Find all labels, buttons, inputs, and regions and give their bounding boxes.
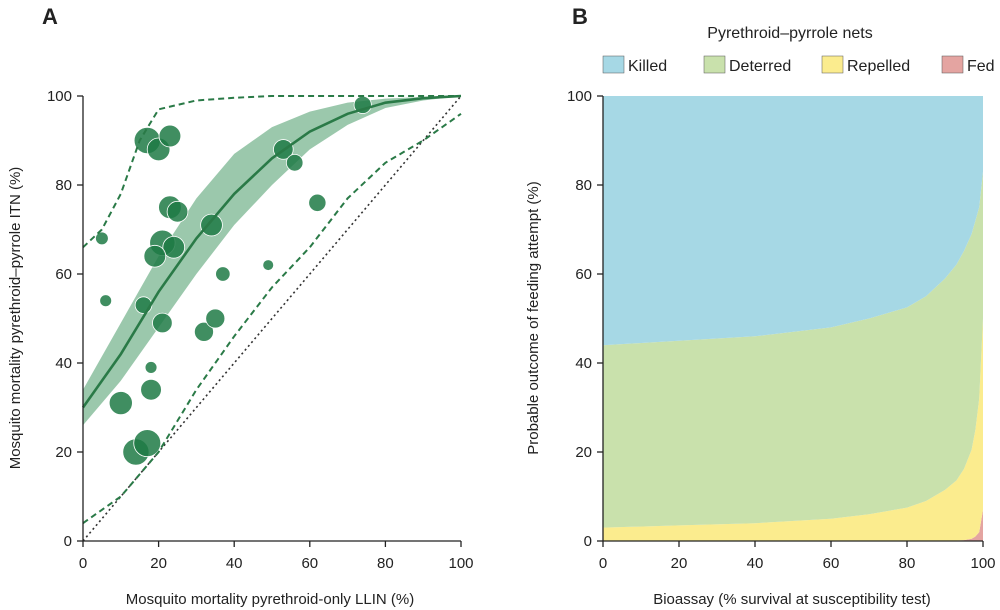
data-point bbox=[152, 312, 173, 334]
panel-b-x-tick-label: 40 bbox=[747, 555, 764, 572]
panel-a-y-axis-title: Mosquito mortality pyrethroid–pyrrole IT… bbox=[7, 167, 24, 470]
panel-b-x-tick-label: 80 bbox=[899, 555, 916, 572]
area-killed bbox=[603, 96, 983, 346]
legend-swatch-fed bbox=[941, 55, 964, 74]
data-point bbox=[162, 236, 186, 259]
identity-line bbox=[82, 95, 462, 542]
panel-a: A 0 20 40 60 80 100 0 20 40 60 80 100 Mosquito mort… bbox=[7, 4, 474, 608]
legend-label-killed: Killed bbox=[628, 58, 667, 75]
data-point bbox=[143, 244, 167, 268]
data-point bbox=[144, 361, 158, 374]
data-point bbox=[308, 193, 327, 212]
data-point bbox=[133, 429, 162, 458]
panel-a-y-tick-label: 80 bbox=[55, 177, 72, 194]
data-point bbox=[158, 124, 182, 148]
data-point bbox=[193, 321, 214, 342]
legend-label-fed: Fed bbox=[967, 58, 995, 75]
panel-b-legend: Killed Deterred Repelled Fed bbox=[602, 55, 995, 75]
panel-b-x-tick-label: 100 bbox=[970, 555, 995, 572]
panel-a-plot-area bbox=[81, 94, 462, 542]
panel-b-y-axis-title: Probable outcome of feeding attempt (%) bbox=[525, 181, 542, 455]
panel-a-y-tick-label: 100 bbox=[47, 88, 72, 105]
panel-a-x-tick-label: 80 bbox=[377, 555, 394, 572]
legend-label-repelled: Repelled bbox=[847, 58, 910, 75]
panel-a-axes: 0 20 40 60 80 100 0 20 40 60 80 100 bbox=[47, 88, 474, 572]
panel-a-x-tick-label: 20 bbox=[150, 555, 167, 572]
panel-b-letter: B bbox=[572, 4, 588, 29]
panel-a-y-tick-label: 20 bbox=[55, 444, 72, 461]
data-point bbox=[99, 294, 113, 308]
panel-b-plot-area bbox=[603, 96, 983, 541]
fit-line bbox=[81, 94, 462, 409]
legend-swatch-killed bbox=[602, 55, 625, 74]
panel-a-x-axis-title: Mosquito mortality pyrethroid-only LLIN … bbox=[126, 591, 414, 608]
panel-a-x-tick-label: 40 bbox=[226, 555, 243, 572]
panel-b-y-tick-label: 60 bbox=[575, 266, 592, 283]
data-point bbox=[95, 231, 109, 246]
panel-a-letter: A bbox=[42, 4, 58, 29]
panel-b-y-tick-label: 0 bbox=[584, 533, 592, 550]
data-point bbox=[215, 266, 231, 282]
panel-b-axes: 0 20 40 60 80 100 0 20 40 60 80 100 bbox=[567, 88, 996, 572]
prediction-interval-lower bbox=[82, 112, 462, 525]
data-point bbox=[166, 200, 189, 223]
panel-a-y-tick-label: 0 bbox=[64, 533, 72, 550]
panel-b-x-tick-label: 60 bbox=[823, 555, 840, 572]
panel-b-y-tick-label: 20 bbox=[575, 444, 592, 461]
panel-a-y-tick-label: 40 bbox=[55, 355, 72, 372]
panel-b: B Pyrethroid–pyrrole nets Killed Deterred… bbox=[525, 4, 996, 608]
panel-a-x-tick-label: 100 bbox=[448, 555, 473, 572]
panel-b-x-tick-label: 0 bbox=[599, 555, 607, 572]
panel-b-y-tick-label: 100 bbox=[567, 88, 592, 105]
data-point bbox=[140, 378, 162, 401]
panel-b-y-tick-label: 80 bbox=[575, 177, 592, 194]
panel-a-x-tick-label: 60 bbox=[301, 555, 318, 572]
legend-label-deterred: Deterred bbox=[729, 58, 791, 75]
area-repelled bbox=[603, 318, 983, 541]
legend-swatch-repelled bbox=[821, 55, 844, 74]
panel-b-x-tick-label: 20 bbox=[671, 555, 688, 572]
data-point bbox=[262, 259, 275, 271]
panel-b-x-axis-title: Bioassay (% survival at susceptibility t… bbox=[653, 591, 931, 608]
data-point bbox=[285, 154, 304, 172]
data-point bbox=[108, 391, 133, 416]
area-deterred bbox=[603, 171, 983, 528]
data-point bbox=[205, 308, 226, 329]
panel-b-y-tick-label: 40 bbox=[575, 355, 592, 372]
legend-swatch-deterred bbox=[703, 55, 726, 74]
data-point bbox=[200, 213, 223, 237]
panel-a-x-tick-label: 0 bbox=[79, 555, 87, 572]
panel-a-y-tick-label: 60 bbox=[55, 266, 72, 283]
panel-b-legend-title: Pyrethroid–pyrrole nets bbox=[707, 25, 872, 42]
